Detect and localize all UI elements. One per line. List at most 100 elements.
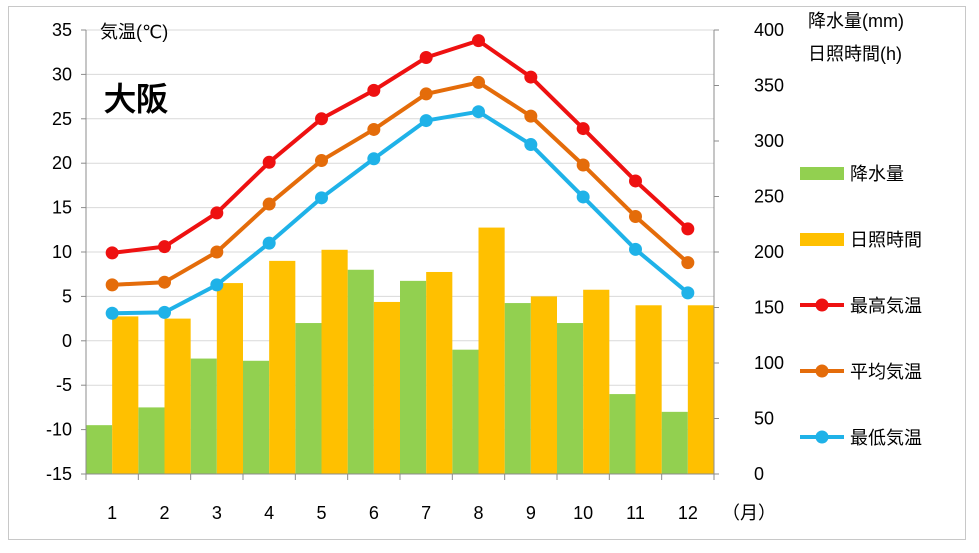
- legend-label-avg-temp: 平均気温: [850, 362, 922, 382]
- right-tick-label: 200: [754, 242, 784, 262]
- point-avg-temp-1: [105, 278, 119, 292]
- point-max-temp-8: [472, 34, 485, 48]
- bar-precipitation-9: [504, 303, 531, 474]
- legend-swatch-sunshine: [800, 233, 844, 246]
- point-max-temp-6: [367, 83, 381, 97]
- bar-sunshine-3: [216, 283, 243, 474]
- left-tick-label: 20: [52, 153, 72, 173]
- bar-precipitation-12: [661, 411, 688, 474]
- point-avg-temp-6: [367, 122, 381, 136]
- point-max-temp-9: [524, 70, 538, 84]
- point-min-temp-9: [524, 138, 538, 152]
- bar-layer: [86, 227, 714, 474]
- left-tick-label: 0: [62, 331, 72, 351]
- x-tick-label-11: 11: [626, 503, 645, 523]
- right-tick-label: 150: [754, 298, 784, 318]
- bar-precipitation-10: [557, 323, 584, 474]
- point-avg-temp-4: [262, 197, 276, 211]
- x-tick-label-6: 6: [369, 503, 379, 523]
- bar-precipitation-11: [609, 394, 636, 474]
- legend-label-sunshine: 日照時間: [850, 230, 922, 250]
- line-min-temp: [112, 109, 690, 316]
- legend-label-min-temp: 最低気温: [850, 428, 922, 448]
- legend-marker-min-temp: [815, 430, 829, 444]
- bar-sunshine-12: [687, 305, 714, 474]
- point-min-temp-11: [629, 242, 642, 256]
- bar-sunshine-10: [583, 289, 610, 474]
- bar-precipitation-8: [452, 349, 479, 474]
- point-avg-temp-12: [681, 256, 695, 270]
- bar-precipitation-4: [243, 360, 270, 474]
- right-tick-label: 300: [754, 131, 784, 151]
- bar-precipitation-3: [190, 358, 217, 474]
- x-tick-label-1: 1: [107, 503, 117, 523]
- bar-sunshine-5: [321, 249, 348, 474]
- point-avg-temp-8: [472, 75, 485, 89]
- x-axis-unit: （月）: [722, 503, 776, 523]
- point-max-temp-4: [262, 155, 276, 169]
- point-max-temp-1: [105, 246, 119, 260]
- legend-label-precipitation: 降水量: [850, 164, 904, 184]
- point-min-temp-6: [367, 152, 381, 166]
- axes: [81, 29, 719, 480]
- point-min-temp-2: [158, 305, 171, 319]
- point-min-temp-7: [419, 114, 433, 128]
- right-axis-title-line1: 降水量(mm): [808, 11, 904, 31]
- left-tick-label: -15: [46, 464, 72, 484]
- bar-precipitation-6: [347, 269, 374, 474]
- point-avg-temp-5: [315, 154, 328, 168]
- point-max-temp-2: [158, 240, 171, 254]
- x-tick-label-8: 8: [473, 503, 483, 523]
- legend-marker-max-temp: [815, 298, 829, 312]
- legend-marker-avg-temp: [815, 364, 829, 378]
- chart-title: 大阪: [104, 81, 168, 117]
- left-tick-label: 25: [52, 109, 72, 129]
- right-tick-label: 350: [754, 76, 784, 96]
- bar-sunshine-7: [426, 271, 453, 474]
- bar-sunshine-1: [112, 316, 139, 474]
- point-avg-temp-10: [576, 158, 590, 172]
- point-max-temp-10: [576, 122, 590, 136]
- x-tick-label-4: 4: [264, 503, 274, 523]
- line-layer: [105, 34, 695, 320]
- tick-labels: 35302520151050-5-10-15400350300250200150…: [46, 20, 784, 523]
- point-max-temp-11: [629, 174, 642, 188]
- left-tick-label: 30: [52, 64, 72, 84]
- left-tick-label: -5: [56, 375, 72, 395]
- left-tick-label: 15: [52, 198, 72, 218]
- point-avg-temp-3: [210, 245, 224, 259]
- right-tick-label: 100: [754, 353, 784, 373]
- point-min-temp-3: [210, 278, 224, 292]
- point-avg-temp-7: [419, 87, 433, 101]
- x-tick-label-2: 2: [159, 503, 169, 523]
- bar-sunshine-11: [635, 305, 662, 474]
- x-tick-label-5: 5: [316, 503, 326, 523]
- point-min-temp-12: [681, 286, 695, 300]
- bar-precipitation-7: [400, 280, 427, 474]
- point-max-temp-12: [681, 222, 695, 236]
- bar-sunshine-6: [373, 301, 400, 474]
- point-min-temp-10: [576, 190, 590, 204]
- legend-swatch-precipitation: [800, 167, 844, 180]
- point-min-temp-4: [262, 236, 276, 250]
- point-min-temp-5: [315, 191, 328, 205]
- x-tick-label-7: 7: [421, 503, 431, 523]
- point-max-temp-3: [210, 206, 224, 220]
- left-tick-label: -10: [46, 420, 72, 440]
- point-avg-temp-9: [524, 109, 538, 123]
- bar-sunshine-2: [164, 318, 191, 474]
- right-tick-label: 400: [754, 20, 784, 40]
- point-min-temp-8: [472, 105, 485, 119]
- x-tick-label-9: 9: [526, 503, 536, 523]
- right-axis-title-line2: 日照時間(h): [808, 44, 902, 64]
- point-avg-temp-2: [158, 275, 171, 289]
- left-tick-label: 35: [52, 20, 72, 40]
- x-tick-label-12: 12: [678, 503, 698, 523]
- point-max-temp-5: [315, 112, 328, 126]
- x-tick-label-10: 10: [573, 503, 593, 523]
- line-avg-temp: [112, 80, 690, 287]
- point-max-temp-7: [419, 51, 433, 65]
- legend-label-max-temp: 最高気温: [850, 296, 922, 316]
